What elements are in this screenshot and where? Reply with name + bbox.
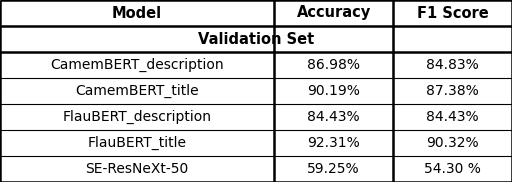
- Text: FlauBERT_title: FlauBERT_title: [88, 136, 186, 150]
- Text: CamemBERT_title: CamemBERT_title: [75, 84, 199, 98]
- Text: 59.25%: 59.25%: [307, 162, 360, 176]
- Text: F1 Score: F1 Score: [417, 5, 488, 21]
- Text: 90.32%: 90.32%: [426, 136, 479, 150]
- Text: SE-ResNeXt-50: SE-ResNeXt-50: [86, 162, 188, 176]
- Text: 87.38%: 87.38%: [426, 84, 479, 98]
- Text: 84.43%: 84.43%: [426, 110, 479, 124]
- Text: 54.30 %: 54.30 %: [424, 162, 481, 176]
- Text: 84.43%: 84.43%: [307, 110, 360, 124]
- Text: FlauBERT_description: FlauBERT_description: [62, 110, 211, 124]
- Text: CamemBERT_description: CamemBERT_description: [50, 58, 224, 72]
- Text: Accuracy: Accuracy: [296, 5, 371, 21]
- Text: 84.83%: 84.83%: [426, 58, 479, 72]
- Text: 92.31%: 92.31%: [307, 136, 360, 150]
- Text: Model: Model: [112, 5, 162, 21]
- Text: 86.98%: 86.98%: [307, 58, 360, 72]
- Text: Validation Set: Validation Set: [198, 31, 314, 46]
- Text: 90.19%: 90.19%: [307, 84, 360, 98]
